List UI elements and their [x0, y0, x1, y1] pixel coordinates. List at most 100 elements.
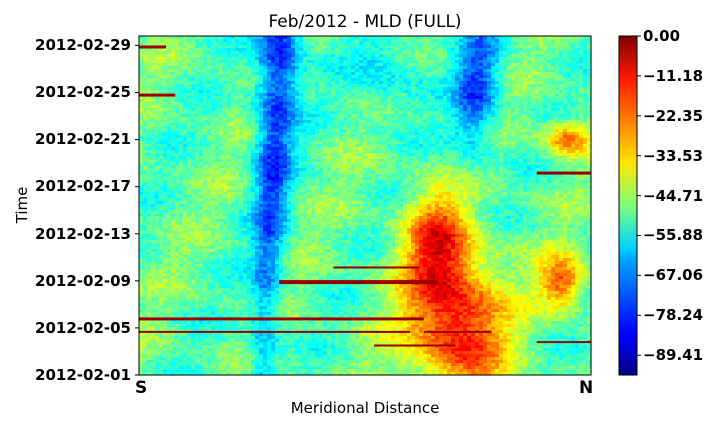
heatmap-cell: [275, 129, 280, 133]
heatmap-cell: [219, 108, 224, 112]
heatmap-cell: [387, 114, 392, 118]
heatmap-cell: [299, 66, 304, 70]
heatmap-cell: [179, 150, 184, 154]
heatmap-cell: [339, 63, 344, 67]
heatmap-cell: [155, 36, 160, 40]
heatmap-cell: [307, 72, 312, 76]
heatmap-cell: [223, 129, 228, 133]
heatmap-cell: [299, 54, 304, 58]
heatmap-cell: [471, 87, 476, 91]
heatmap-cell: [419, 108, 424, 112]
heatmap-cell: [143, 129, 148, 133]
heatmap-cell: [339, 165, 344, 169]
heatmap-cell: [455, 48, 460, 52]
heatmap-cell: [219, 123, 224, 127]
heatmap-cell: [367, 144, 372, 148]
heatmap-cell: [175, 69, 180, 73]
heatmap-cell: [515, 126, 520, 130]
heatmap-cell: [439, 99, 444, 103]
heatmap-cell: [351, 141, 356, 145]
heatmap-cell: [471, 126, 476, 130]
heatmap-cell: [263, 132, 268, 136]
heatmap-cell: [575, 81, 580, 85]
heatmap-cell: [223, 114, 228, 118]
heatmap-cell: [263, 108, 268, 112]
heatmap-cell: [343, 162, 348, 166]
heatmap-cell: [495, 66, 500, 70]
heatmap-cell: [319, 156, 324, 160]
heatmap-cell: [587, 126, 592, 130]
heatmap-cell: [203, 45, 208, 49]
heatmap-cell: [471, 69, 476, 73]
heatmap-cell: [291, 96, 296, 100]
heatmap-cell: [459, 102, 464, 106]
heatmap-cell: [275, 156, 280, 160]
heatmap-cell: [547, 84, 552, 88]
heatmap-cell: [315, 81, 320, 85]
heatmap-cell: [423, 105, 428, 109]
heatmap-cell: [339, 123, 344, 127]
heatmap-cell: [379, 153, 384, 157]
heatmap-cell: [187, 69, 192, 73]
heatmap-cell: [479, 39, 484, 43]
heatmap-cell: [235, 96, 240, 100]
heatmap-cell: [299, 51, 304, 55]
heatmap-cell: [183, 150, 188, 154]
heatmap-cell: [207, 165, 212, 169]
heatmap-cell: [271, 60, 276, 64]
heatmap-cell: [511, 120, 516, 124]
heatmap-cell: [183, 87, 188, 91]
heatmap-cell: [447, 36, 452, 40]
heatmap-cell: [187, 63, 192, 67]
heatmap-cell: [379, 117, 384, 121]
heatmap-cell: [211, 147, 216, 151]
heatmap-cell: [203, 63, 208, 67]
heatmap-cell: [227, 129, 232, 133]
heatmap-cell: [295, 126, 300, 130]
heatmap-cell: [463, 51, 468, 55]
heatmap-cell: [555, 87, 560, 91]
heatmap-cell: [371, 141, 376, 145]
heatmap-cell: [455, 63, 460, 67]
heatmap-cell: [203, 156, 208, 160]
heatmap-cell: [191, 84, 196, 88]
heatmap-cell: [543, 72, 548, 76]
heatmap-cell: [211, 51, 216, 55]
heatmap-cell: [283, 123, 288, 127]
heatmap-cell: [215, 138, 220, 142]
heatmap-cell: [295, 135, 300, 139]
heatmap-cell: [507, 159, 512, 163]
heatmap-cell: [139, 63, 144, 67]
heatmap-cell: [167, 159, 172, 163]
heatmap-cell: [371, 72, 376, 76]
heatmap-cell: [187, 45, 192, 49]
heatmap-cell: [411, 66, 416, 70]
heatmap-cell: [311, 75, 316, 79]
heatmap-cell: [399, 72, 404, 76]
heatmap-cell: [443, 54, 448, 58]
heatmap-cell: [307, 141, 312, 145]
heatmap-cell: [227, 138, 232, 142]
heatmap-cell: [143, 99, 148, 103]
heatmap-cell: [395, 150, 400, 154]
heatmap-cell: [471, 144, 476, 148]
heatmap-cell: [567, 90, 572, 94]
heatmap-cell: [219, 63, 224, 67]
heatmap-cell: [535, 135, 540, 139]
heatmap-cell: [539, 162, 544, 166]
heatmap-cell: [539, 102, 544, 106]
heatmap-cell: [555, 69, 560, 73]
heatmap-cell: [199, 168, 204, 172]
heatmap-cell: [583, 114, 588, 118]
heatmap-cell: [423, 117, 428, 121]
heatmap-cell: [227, 57, 232, 61]
heatmap-cell: [175, 126, 180, 130]
heatmap-cell: [243, 72, 248, 76]
heatmap-cell: [423, 54, 428, 58]
heatmap-cell: [511, 78, 516, 82]
heatmap-cell: [419, 36, 424, 40]
heatmap-cell: [315, 165, 320, 169]
heatmap-cell: [571, 75, 576, 79]
heatmap-cell: [199, 120, 204, 124]
heatmap-cell: [307, 105, 312, 109]
